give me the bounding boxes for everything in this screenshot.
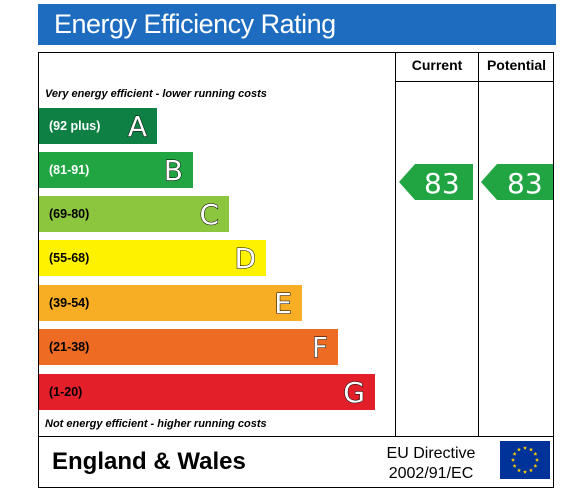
arrow-shape [399, 164, 473, 200]
eu-star [522, 469, 528, 474]
current-rating-arrow: 83 [399, 164, 473, 200]
band-letter: G [343, 376, 366, 410]
band-b: (81-91) B [39, 152, 193, 188]
band-letter: E [274, 287, 293, 321]
band-a: (92 plus) A [39, 108, 157, 144]
eu-star [516, 447, 522, 452]
rating-table-frame [38, 52, 554, 488]
band-letter: B [163, 154, 183, 188]
eu-star [533, 451, 538, 456]
band-g: (1-20) G [39, 374, 375, 410]
current-rating-value: 83 [424, 167, 460, 200]
eu-star [516, 468, 522, 473]
eu-star [533, 463, 538, 468]
eu-star [528, 447, 534, 452]
footer-country: England & Wales [52, 448, 246, 475]
band-letter: F [311, 331, 328, 365]
band-range: (81-91) [49, 163, 90, 177]
divider-current [395, 52, 396, 436]
potential-rating-value: 83 [507, 167, 543, 200]
divider-potential [478, 52, 479, 436]
arrow-shape [481, 164, 553, 200]
eu-star [528, 468, 534, 473]
band-d: (55-68) D [39, 240, 266, 276]
band-range: (55-68) [49, 251, 90, 265]
directive-line-2: 2002/91/EC [388, 465, 474, 482]
footer-divider [38, 436, 554, 437]
eu-star [534, 457, 540, 462]
directive-line-1: EU Directive [386, 445, 476, 462]
potential-rating-arrow: 83 [481, 164, 553, 200]
band-range: (21-38) [49, 340, 90, 354]
header-underline [395, 81, 554, 82]
eu-star [512, 463, 517, 468]
band-range: (39-54) [49, 296, 90, 310]
band-letter: C [199, 198, 220, 232]
band-range: (92 plus) [49, 119, 101, 133]
band-range: (1-20) [49, 385, 83, 399]
band-f: (21-38) F [39, 329, 338, 365]
eu-flag-icon [500, 441, 550, 479]
band-range: (69-80) [49, 207, 90, 221]
eu-star [512, 451, 517, 456]
caption-inefficient: Not energy efficient - higher running co… [45, 418, 267, 430]
band-letter: D [234, 242, 257, 276]
band-e: (39-54) E [39, 285, 302, 321]
title-bar: Energy Efficiency Rating [38, 4, 556, 45]
caption-efficient: Very energy efficient - lower running co… [45, 88, 267, 100]
column-header-potential: Potential [486, 57, 547, 73]
column-header-current: Current [411, 57, 463, 73]
band-letter: A [127, 110, 147, 144]
footer-directive: EU Directive 2002/91/EC [382, 444, 480, 484]
eu-star [522, 445, 528, 450]
band-c: (69-80) C [39, 196, 229, 232]
eu-star [510, 457, 516, 462]
page-title: Energy Efficiency Rating [54, 9, 336, 39]
